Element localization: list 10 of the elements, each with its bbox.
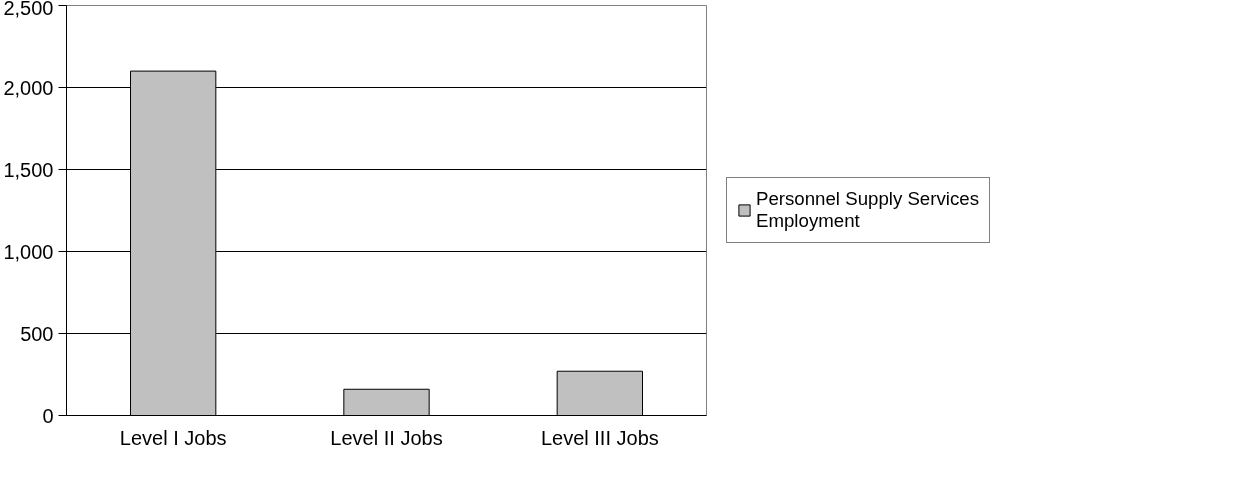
y-tick-label: 0 — [42, 404, 54, 427]
x-tick-label: Level I Jobs — [119, 426, 227, 449]
legend-label: Personnel Supply Services Employment — [756, 188, 979, 232]
y-tick-label: 2,500 — [3, 0, 54, 19]
y-tick-label: 2,000 — [3, 76, 54, 99]
x-tick-label: Level III Jobs — [540, 426, 659, 449]
y-tick-label: 1,500 — [3, 158, 54, 181]
y-tick-label: 1,000 — [3, 240, 54, 263]
y-tick-label: 500 — [20, 322, 54, 345]
x-tick-label: Level II Jobs — [330, 426, 443, 449]
